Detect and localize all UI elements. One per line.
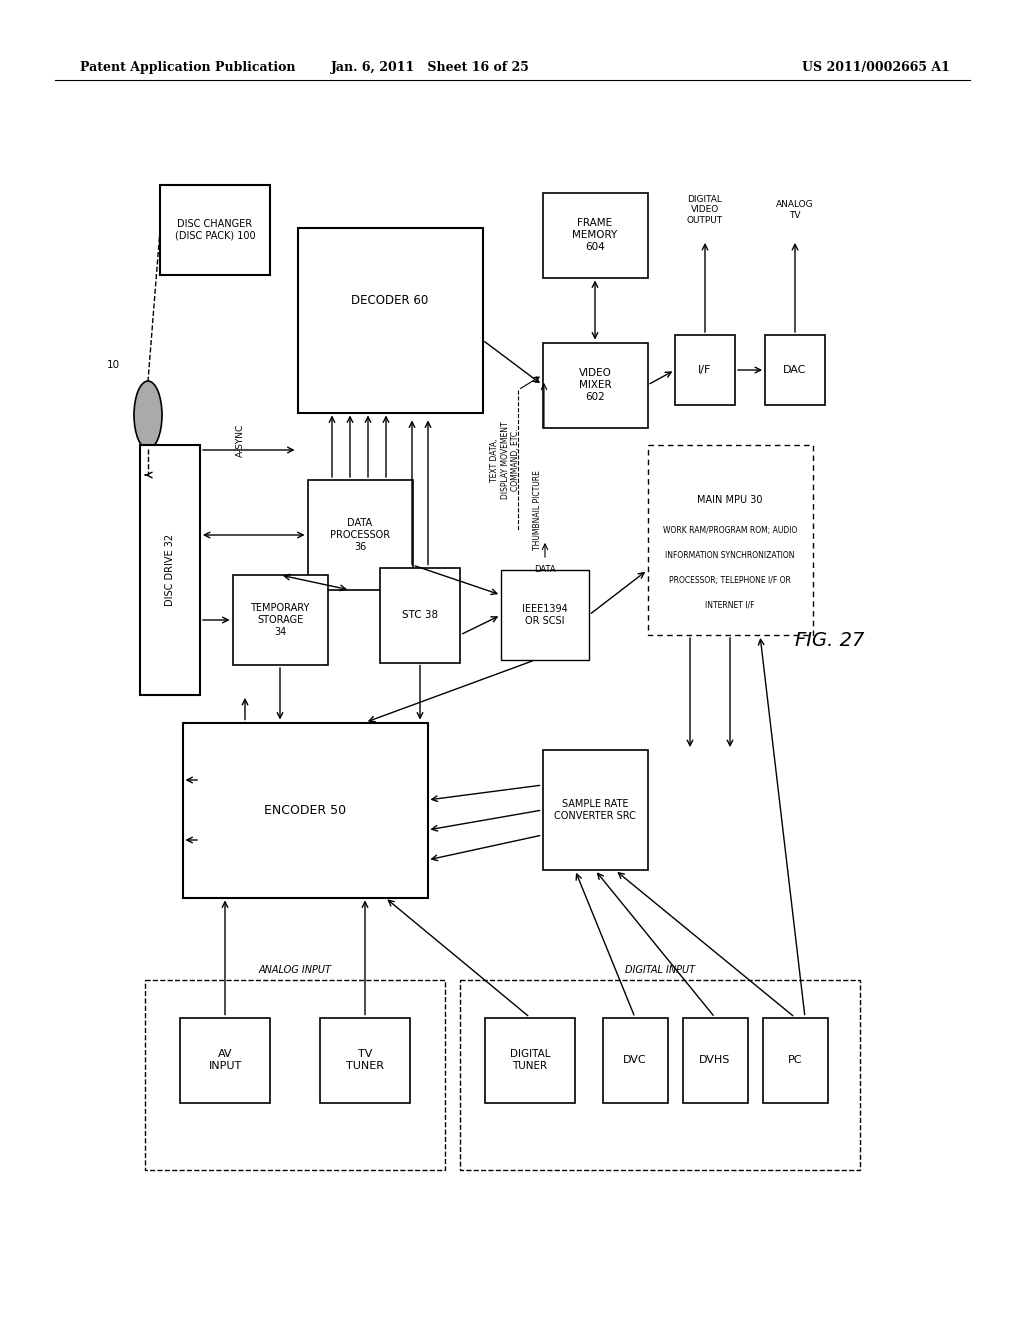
Bar <box>765 335 825 405</box>
Bar <box>501 570 589 660</box>
Text: STC 38: STC 38 <box>402 610 438 620</box>
Bar <box>675 335 735 405</box>
Bar <box>602 1018 668 1102</box>
Text: ANALOG
TV: ANALOG TV <box>776 201 814 219</box>
Bar <box>543 750 647 870</box>
Bar <box>683 1018 748 1102</box>
Bar <box>145 979 445 1170</box>
Bar <box>232 576 328 665</box>
Text: MAIN MPU 30: MAIN MPU 30 <box>697 495 763 506</box>
Text: PROCESSOR; TELEPHONE I/F OR: PROCESSOR; TELEPHONE I/F OR <box>669 576 791 585</box>
Text: TV
TUNER: TV TUNER <box>346 1049 384 1071</box>
Text: FRAME
MEMORY
604: FRAME MEMORY 604 <box>572 218 617 252</box>
Bar <box>485 1018 575 1102</box>
Text: TEMPORARY
STORAGE
34: TEMPORARY STORAGE 34 <box>250 603 309 636</box>
Text: Patent Application Publication: Patent Application Publication <box>80 62 296 74</box>
Text: DIGITAL
VIDEO
OUTPUT: DIGITAL VIDEO OUTPUT <box>687 195 723 224</box>
Text: DISC DRIVE 32: DISC DRIVE 32 <box>165 533 175 606</box>
Text: ANALOG INPUT: ANALOG INPUT <box>258 965 332 975</box>
Text: SAMPLE RATE
CONVERTER SRC: SAMPLE RATE CONVERTER SRC <box>554 799 636 821</box>
Ellipse shape <box>134 381 162 449</box>
Text: DIGITAL INPUT: DIGITAL INPUT <box>625 965 695 975</box>
Text: DECODER 60: DECODER 60 <box>351 293 429 306</box>
Text: INTERNET I/F: INTERNET I/F <box>706 601 755 610</box>
Bar <box>543 193 647 277</box>
Text: DIGITAL
TUNER: DIGITAL TUNER <box>510 1049 550 1071</box>
Text: 10: 10 <box>106 360 120 370</box>
Text: INFORMATION SYNCHRONIZATION: INFORMATION SYNCHRONIZATION <box>666 550 795 560</box>
Text: DVC: DVC <box>624 1055 647 1065</box>
Text: US 2011/0002665 A1: US 2011/0002665 A1 <box>802 62 950 74</box>
Text: TEXT DATA,
DISPLAY MOVEMENT
COMMAND, ETC.: TEXT DATA, DISPLAY MOVEMENT COMMAND, ETC… <box>490 421 520 499</box>
Text: Jan. 6, 2011   Sheet 16 of 25: Jan. 6, 2011 Sheet 16 of 25 <box>331 62 529 74</box>
Text: VIDEO
MIXER
602: VIDEO MIXER 602 <box>579 368 611 401</box>
Bar <box>180 1018 270 1102</box>
Text: DATA: DATA <box>535 565 556 574</box>
Bar <box>647 445 812 635</box>
Text: THUMBNAIL PICTURE: THUMBNAIL PICTURE <box>534 470 543 550</box>
Bar <box>380 568 460 663</box>
Text: DAC: DAC <box>783 366 807 375</box>
Text: DISC CHANGER
(DISC PACK) 100: DISC CHANGER (DISC PACK) 100 <box>175 219 255 240</box>
Bar <box>140 445 200 696</box>
Text: DVHS: DVHS <box>699 1055 731 1065</box>
Text: WORK RAM/PROGRAM ROM; AUDIO: WORK RAM/PROGRAM ROM; AUDIO <box>663 525 798 535</box>
Text: ENCODER 50: ENCODER 50 <box>264 804 346 817</box>
Text: AV
INPUT: AV INPUT <box>208 1049 242 1071</box>
Bar <box>160 185 270 275</box>
Text: FIG. 27: FIG. 27 <box>796 631 864 649</box>
Bar <box>460 979 860 1170</box>
Bar <box>543 342 647 428</box>
Bar <box>298 227 482 412</box>
Bar <box>307 480 413 590</box>
Text: DATA
PROCESSOR
36: DATA PROCESSOR 36 <box>330 519 390 552</box>
Bar <box>319 1018 410 1102</box>
Text: PC: PC <box>787 1055 802 1065</box>
Bar <box>182 722 427 898</box>
Bar <box>763 1018 827 1102</box>
Text: A-SYNC: A-SYNC <box>236 424 245 457</box>
Text: I/F: I/F <box>698 366 712 375</box>
Text: IEEE1394
OR SCSI: IEEE1394 OR SCSI <box>522 605 568 626</box>
